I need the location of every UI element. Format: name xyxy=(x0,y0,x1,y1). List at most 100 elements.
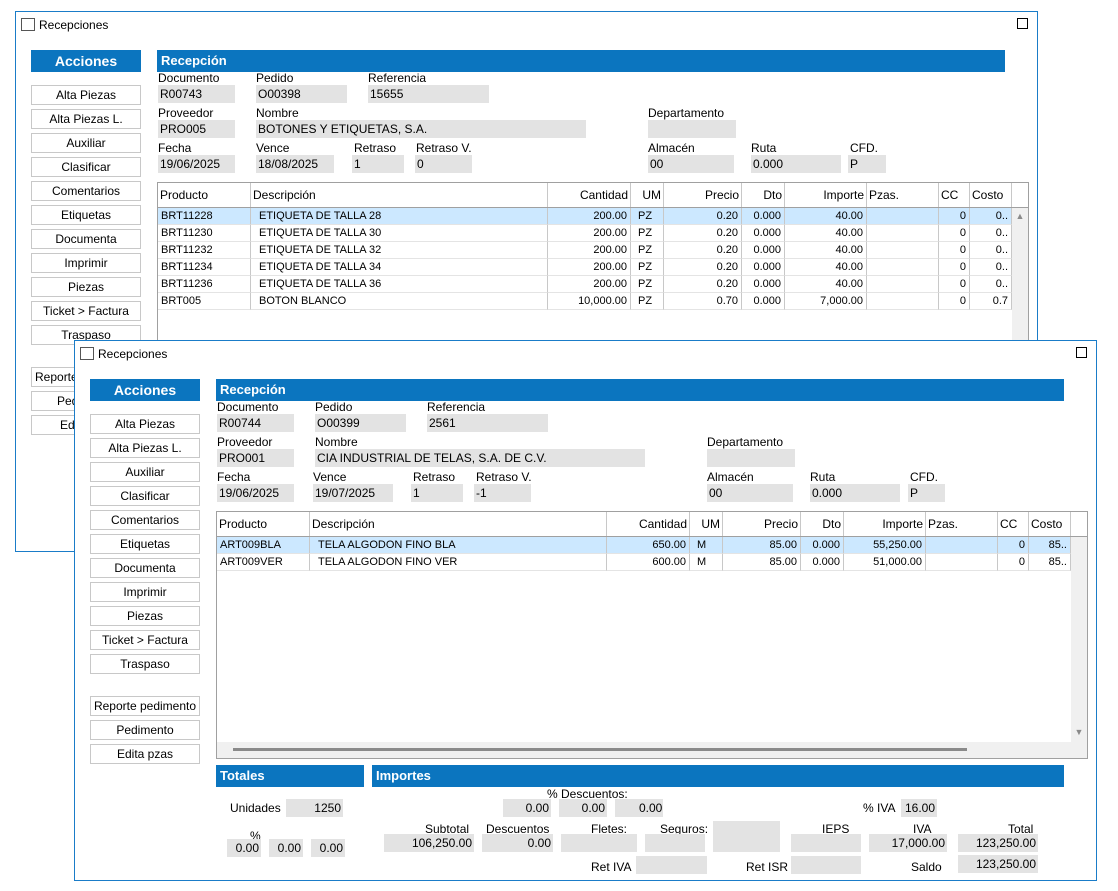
cell-pzas[interactable] xyxy=(926,554,998,571)
cell-producto[interactable]: BRT11236 xyxy=(158,276,251,293)
pedido-field[interactable]: O00398 xyxy=(256,85,347,103)
col-precio[interactable]: Precio xyxy=(664,183,742,207)
proveedor-field[interactable]: PRO001 xyxy=(217,449,294,467)
comentarios-button[interactable]: Comentarios xyxy=(90,510,200,530)
cell-costo[interactable]: 0.. xyxy=(970,259,1012,276)
cell-um[interactable]: PZ xyxy=(631,259,664,276)
cell-importe[interactable]: 55,250.00 xyxy=(844,537,926,554)
col-descripcion[interactable]: Descripción xyxy=(251,183,548,207)
imprimir-button[interactable]: Imprimir xyxy=(90,582,200,602)
col-cantidad[interactable]: Cantidad xyxy=(607,512,690,536)
traspaso-button[interactable]: Traspaso xyxy=(90,654,200,674)
cell-dto[interactable]: 0.000 xyxy=(742,259,785,276)
cell-cc[interactable]: 0 xyxy=(998,537,1029,554)
cell-precio[interactable]: 0.20 xyxy=(664,276,742,293)
ruta-field[interactable]: 0.000 xyxy=(751,155,841,173)
col-dto[interactable]: Dto xyxy=(801,512,844,536)
nombre-field[interactable]: CIA INDUSTRIAL DE TELAS, S.A. DE C.V. xyxy=(315,449,645,467)
cell-importe[interactable]: 51,000.00 xyxy=(844,554,926,571)
cell-cantidad[interactable]: 200.00 xyxy=(548,276,631,293)
alta-piezas-l-button[interactable]: Alta Piezas L. xyxy=(90,438,200,458)
cell-um[interactable]: PZ xyxy=(631,293,664,310)
cell-descripcion[interactable]: BOTON BLANCO xyxy=(251,293,548,310)
cell-importe[interactable]: 40.00 xyxy=(785,259,867,276)
proveedor-field[interactable]: PRO005 xyxy=(158,120,235,138)
descuentos-field[interactable]: 0.00 xyxy=(482,834,553,852)
ticket-factura-button[interactable]: Ticket > Factura xyxy=(90,630,200,650)
cell-precio[interactable]: 0.20 xyxy=(664,225,742,242)
cell-cc[interactable]: 0 xyxy=(939,276,970,293)
col-cc[interactable]: CC xyxy=(998,512,1029,536)
cell-importe[interactable]: 7,000.00 xyxy=(785,293,867,310)
col-descripcion[interactable]: Descripción xyxy=(310,512,607,536)
cell-dto[interactable]: 0.000 xyxy=(742,225,785,242)
cfd-field[interactable]: P xyxy=(848,155,886,173)
seguros-field[interactable] xyxy=(645,834,705,852)
cell-importe[interactable]: 40.00 xyxy=(785,225,867,242)
retraso-field[interactable]: 1 xyxy=(352,155,404,173)
cell-cantidad[interactable]: 200.00 xyxy=(548,225,631,242)
col-costo[interactable]: Costo xyxy=(970,183,1012,207)
cell-pzas[interactable] xyxy=(867,259,939,276)
cell-pzas[interactable] xyxy=(867,208,939,225)
departamento-field[interactable] xyxy=(707,449,795,467)
cell-descripcion[interactable]: ETIQUETA DE TALLA 30 xyxy=(251,225,548,242)
col-dto[interactable]: Dto xyxy=(742,183,785,207)
unidades-field[interactable]: 1250 xyxy=(286,799,343,817)
saldo-field[interactable]: 123,250.00 xyxy=(958,855,1038,873)
cell-cc[interactable]: 0 xyxy=(939,293,970,310)
etiquetas-button[interactable]: Etiquetas xyxy=(90,534,200,554)
col-costo[interactable]: Costo xyxy=(1029,512,1071,536)
imprimir-button[interactable]: Imprimir xyxy=(31,253,141,273)
fecha-field[interactable]: 19/06/2025 xyxy=(158,155,235,173)
cell-precio[interactable]: 0.70 xyxy=(664,293,742,310)
cell-importe[interactable]: 40.00 xyxy=(785,208,867,225)
table-row[interactable]: BRT005 BOTON BLANCO 10,000.00 PZ 0.70 0.000 7,… xyxy=(158,293,1012,310)
cell-precio[interactable]: 85.00 xyxy=(723,554,801,571)
reporte-pedimento-button[interactable]: Reporte pedimento xyxy=(90,696,200,716)
maximize-button[interactable] xyxy=(1076,347,1087,358)
pct-1-field[interactable]: 0.00 xyxy=(227,839,261,857)
cell-precio[interactable]: 85.00 xyxy=(723,537,801,554)
cell-cantidad[interactable]: 200.00 xyxy=(548,259,631,276)
cell-importe[interactable]: 40.00 xyxy=(785,242,867,259)
cell-descripcion[interactable]: ETIQUETA DE TALLA 28 xyxy=(251,208,548,225)
comentarios-button[interactable]: Comentarios xyxy=(31,181,141,201)
fletes-field[interactable] xyxy=(561,834,637,852)
vence-field[interactable]: 19/07/2025 xyxy=(313,484,393,502)
cell-costo[interactable]: 0.. xyxy=(970,276,1012,293)
almacen-field[interactable]: 00 xyxy=(648,155,734,173)
etiquetas-button[interactable]: Etiquetas xyxy=(31,205,141,225)
auxiliar-button[interactable]: Auxiliar xyxy=(31,133,141,153)
retraso-v-field[interactable]: -1 xyxy=(474,484,531,502)
vence-field[interactable]: 18/08/2025 xyxy=(256,155,334,173)
clasificar-button[interactable]: Clasificar xyxy=(31,157,141,177)
cell-descripcion[interactable]: TELA ALGODON FINO BLA xyxy=(310,537,607,554)
cell-precio[interactable]: 0.20 xyxy=(664,259,742,276)
cell-um[interactable]: PZ xyxy=(631,276,664,293)
table-row[interactable]: BRT11234 ETIQUETA DE TALLA 34 200.00 PZ 0.20… xyxy=(158,259,1012,276)
col-producto[interactable]: Producto xyxy=(217,512,310,536)
referencia-field[interactable]: 2561 xyxy=(427,414,548,432)
pct-2-field[interactable]: 0.00 xyxy=(269,839,303,857)
vertical-scrollbar[interactable]: ▼ xyxy=(1071,537,1087,742)
table-row[interactable]: BRT11236 ETIQUETA DE TALLA 36 200.00 PZ 0.20… xyxy=(158,276,1012,293)
cell-producto[interactable]: BRT005 xyxy=(158,293,251,310)
cell-descripcion[interactable]: ETIQUETA DE TALLA 34 xyxy=(251,259,548,276)
piezas-button[interactable]: Piezas xyxy=(90,606,200,626)
auxiliar-button[interactable]: Auxiliar xyxy=(90,462,200,482)
products-grid[interactable]: Producto Descripción Cantidad UM Precio … xyxy=(216,511,1088,759)
col-um[interactable]: UM xyxy=(690,512,723,536)
ruta-field[interactable]: 0.000 xyxy=(810,484,900,502)
cell-descripcion[interactable]: TELA ALGODON FINO VER xyxy=(310,554,607,571)
horizontal-scroll-thumb[interactable] xyxy=(233,748,967,751)
col-importe[interactable]: Importe xyxy=(844,512,926,536)
alta-piezas-button[interactable]: Alta Piezas xyxy=(90,414,200,434)
departamento-field[interactable] xyxy=(648,120,736,138)
pct-desc-1-field[interactable]: 0.00 xyxy=(503,799,551,817)
maximize-button[interactable] xyxy=(1017,18,1028,29)
cell-descripcion[interactable]: ETIQUETA DE TALLA 32 xyxy=(251,242,548,259)
cell-producto[interactable]: ART009VER xyxy=(217,554,310,571)
retraso-v-field[interactable]: 0 xyxy=(415,155,472,173)
cell-cantidad[interactable]: 650.00 xyxy=(607,537,690,554)
